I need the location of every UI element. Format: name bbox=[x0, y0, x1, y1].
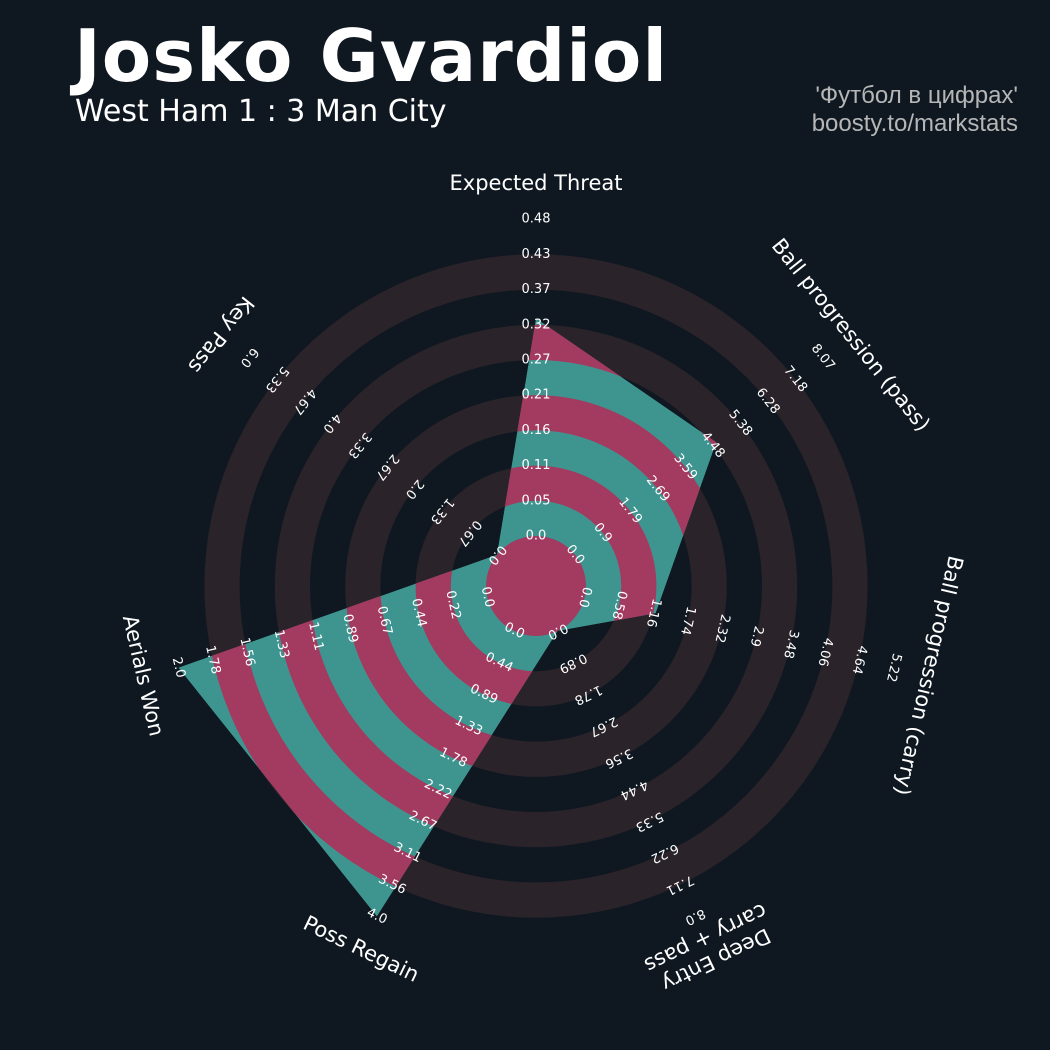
tick-label: 0.0 bbox=[575, 585, 594, 609]
tick-label: 0.11 bbox=[522, 458, 551, 473]
tick-label: 1.16 bbox=[643, 597, 664, 629]
tick-label: 1.11 bbox=[305, 621, 326, 653]
radar-polygon bbox=[178, 318, 717, 917]
tick-label: 0.32 bbox=[522, 317, 551, 332]
tick-label: 2.32 bbox=[711, 613, 732, 645]
param-label: Deep Entrycarry + pass bbox=[641, 898, 781, 999]
tick-label: 0.58 bbox=[609, 589, 630, 621]
tick-label: 1.78 bbox=[202, 644, 223, 676]
tick-label: 0.16 bbox=[522, 423, 551, 438]
tick-label: 8.07 bbox=[808, 341, 838, 373]
tick-label: 0.67 bbox=[374, 605, 395, 637]
param-label: Poss Regain bbox=[300, 911, 423, 987]
tick-label: 0.27 bbox=[522, 353, 551, 368]
tick-label: 4.0 bbox=[364, 905, 389, 927]
tick-label: 6.0 bbox=[237, 345, 262, 371]
radar-center bbox=[486, 536, 586, 636]
tick-label: 0.0 bbox=[526, 529, 547, 544]
player-name-title: Josko Gvardiol bbox=[74, 14, 669, 98]
tick-label: 0.89 bbox=[339, 613, 360, 645]
tick-label: 0.37 bbox=[522, 282, 551, 297]
radar-tick-labels: 0.0 0.05 0.11 0.16 0.21 0.27 0.32 0.37 0.43 0.48 0… bbox=[169, 212, 904, 928]
tick-label: 0.48 bbox=[522, 212, 551, 227]
param-label: Expected Threat bbox=[450, 171, 623, 195]
tick-label: 4.64 bbox=[849, 644, 870, 676]
tick-label: 0.44 bbox=[408, 597, 429, 629]
tick-label: 0.05 bbox=[522, 493, 551, 508]
tick-label: 4.06 bbox=[814, 636, 835, 668]
tick-label: 1.56 bbox=[236, 636, 257, 668]
credit-url: boosty.to/markstats bbox=[811, 110, 1018, 137]
tick-label: 3.48 bbox=[780, 628, 801, 660]
param-label: Aerials Won bbox=[118, 613, 169, 739]
match-result-subtitle: West Ham 1 : 3 Man City bbox=[75, 94, 447, 129]
credit-source: 'Футбол в цифрах' bbox=[815, 82, 1018, 109]
tick-label: 2.9 bbox=[747, 625, 766, 649]
tick-label: 0.0 bbox=[478, 585, 497, 609]
tick-label: 0.43 bbox=[522, 247, 551, 262]
tick-label: 1.33 bbox=[271, 628, 292, 660]
param-label: Ball progression (carry) bbox=[890, 553, 968, 797]
tick-label: 5.22 bbox=[883, 652, 904, 684]
tick-label: 8.0 bbox=[683, 905, 708, 927]
tick-label: 1.74 bbox=[677, 605, 698, 637]
tick-label: 2.0 bbox=[169, 656, 188, 680]
tick-label: 0.21 bbox=[522, 388, 551, 403]
tick-label: 0.22 bbox=[442, 589, 463, 621]
